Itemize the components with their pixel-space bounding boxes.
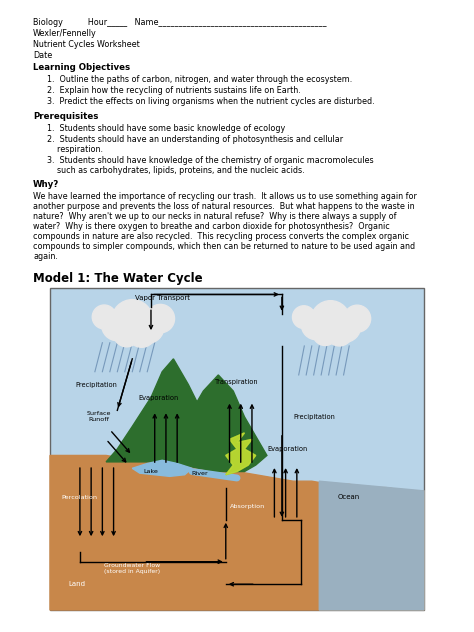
Circle shape	[313, 320, 337, 346]
Polygon shape	[106, 359, 237, 468]
Circle shape	[101, 309, 133, 341]
Text: 2.  Explain how the recycling of nutrients sustains life on Earth.: 2. Explain how the recycling of nutrient…	[47, 86, 301, 95]
Polygon shape	[319, 481, 424, 610]
Text: Absorption: Absorption	[229, 504, 265, 509]
Circle shape	[311, 301, 350, 340]
Text: 2.  Students should have an understanding of photosynthesis and cellular: 2. Students should have an understanding…	[47, 135, 343, 144]
Text: 3.  Students should have knowledge of the chemistry of organic macromolecules: 3. Students should have knowledge of the…	[47, 156, 374, 165]
Text: respiration.: respiration.	[47, 145, 103, 154]
Text: 1.  Outline the paths of carbon, nitrogen, and water through the ecosystem.: 1. Outline the paths of carbon, nitrogen…	[47, 75, 353, 84]
Circle shape	[146, 305, 174, 333]
Text: Date: Date	[33, 51, 53, 60]
Text: 1.  Students should have some basic knowledge of ecology: 1. Students should have some basic knowl…	[47, 124, 285, 133]
Text: Model 1: The Water Cycle: Model 1: The Water Cycle	[33, 272, 203, 285]
Text: Prerequisites: Prerequisites	[33, 112, 99, 121]
Text: Nutrient Cycles Worksheet: Nutrient Cycles Worksheet	[33, 40, 140, 49]
Text: such as carbohydrates, lipids, proteins, and the nucleic acids.: such as carbohydrates, lipids, proteins,…	[47, 166, 305, 175]
Circle shape	[130, 310, 164, 343]
Text: Land: Land	[69, 581, 86, 587]
Polygon shape	[132, 460, 192, 477]
Circle shape	[329, 310, 361, 343]
Text: Surface
Runoff: Surface Runoff	[86, 411, 111, 422]
Polygon shape	[226, 433, 255, 475]
Text: River: River	[191, 471, 208, 476]
Text: compounds in nature are also recycled.  This recycling process converts the comp: compounds in nature are also recycled. T…	[33, 232, 409, 241]
Circle shape	[301, 310, 331, 340]
Text: Evaporation: Evaporation	[267, 446, 307, 452]
Text: Vapor Transport: Vapor Transport	[135, 295, 190, 301]
Text: Precipitation: Precipitation	[75, 382, 118, 387]
Circle shape	[326, 319, 353, 346]
Text: Ocean: Ocean	[338, 494, 360, 501]
Text: nature?  Why aren't we up to our necks in natural refuse?  Why is there always a: nature? Why aren't we up to our necks in…	[33, 212, 397, 221]
Polygon shape	[226, 433, 255, 475]
Text: Biology          Hour_____   Name__________________________________________: Biology Hour_____ Name__________________…	[33, 18, 327, 27]
Text: another purpose and prevents the loss of natural resources.  But what happens to: another purpose and prevents the loss of…	[33, 202, 415, 211]
Bar	[50, 288, 424, 610]
Circle shape	[92, 305, 116, 329]
Circle shape	[344, 305, 371, 332]
Circle shape	[292, 306, 315, 329]
Text: compounds to simpler compounds, which then can be returned to nature to be used : compounds to simpler compounds, which th…	[33, 242, 415, 251]
Circle shape	[114, 320, 140, 347]
Circle shape	[128, 319, 156, 348]
Text: Percolation: Percolation	[61, 495, 97, 500]
Text: Lake: Lake	[144, 469, 158, 474]
Text: Evaporation: Evaporation	[138, 395, 179, 401]
Text: again.: again.	[33, 252, 58, 261]
Polygon shape	[50, 456, 424, 610]
Circle shape	[112, 300, 153, 341]
Text: Groundwater Flow
(stored in Aquifer): Groundwater Flow (stored in Aquifer)	[104, 562, 160, 574]
Polygon shape	[162, 375, 267, 471]
Text: 3.  Predict the effects on living organisms when the nutrient cycles are disturb: 3. Predict the effects on living organis…	[47, 97, 375, 106]
Text: Why?: Why?	[33, 180, 59, 189]
Text: Precipitation: Precipitation	[293, 414, 335, 420]
Text: Learning Objectives: Learning Objectives	[33, 63, 130, 72]
Text: Transpiration: Transpiration	[215, 379, 259, 385]
Text: water?  Why is there oxygen to breathe and carbon dioxide for photosynthesis?  O: water? Why is there oxygen to breathe an…	[33, 222, 390, 231]
Text: Wexler/Fennelly: Wexler/Fennelly	[33, 29, 97, 38]
Text: We have learned the importance of recycling our trash.  It allows us to use some: We have learned the importance of recycl…	[33, 192, 417, 201]
